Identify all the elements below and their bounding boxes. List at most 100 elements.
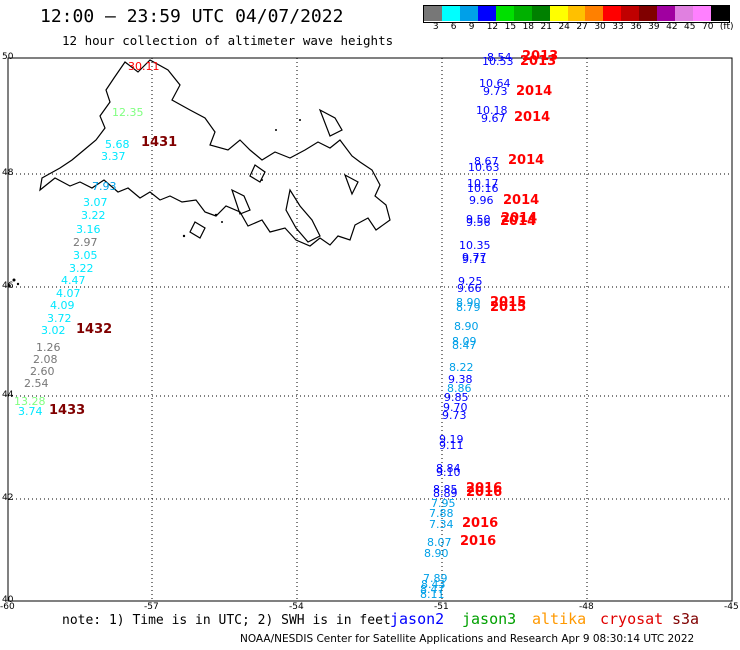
- legend-swatch: [585, 6, 604, 21]
- wave-height-label: 3.02: [41, 324, 66, 337]
- wave-height-label: 9.10: [436, 466, 461, 479]
- pass-number-label: 2016: [466, 485, 503, 500]
- wave-height-label: 5.68: [105, 138, 130, 151]
- wave-height-label: 10.63: [468, 161, 500, 174]
- legend-label: 30: [594, 22, 606, 32]
- wave-height-label: 7.95: [431, 497, 456, 510]
- wave-height-label: 2.60: [30, 365, 55, 378]
- pass-number-label: 2015: [490, 295, 527, 310]
- wave-height-label: 8.90: [456, 296, 481, 309]
- legend-label: 15: [504, 22, 517, 32]
- legend-swatch: [603, 6, 622, 21]
- pass-number-label: 2014: [503, 193, 540, 208]
- wave-height-label: 8.84: [436, 462, 461, 475]
- pass-number-label: 2016: [460, 534, 497, 549]
- lat-label: 46: [2, 281, 14, 291]
- wave-height-label: 9.25: [458, 275, 483, 288]
- wave-height-label: 10.16: [467, 182, 499, 195]
- lat-label: 42: [2, 493, 14, 503]
- wave-height-label: 9.73: [483, 85, 508, 98]
- wave-height-label: 10.18: [476, 104, 508, 117]
- legend-swatch: [513, 6, 532, 21]
- wave-height-label: 1.26: [36, 341, 61, 354]
- wave-height-label: 9.67: [481, 112, 506, 125]
- newfoundland-coastline: [39, 59, 391, 247]
- pass-number-label: 2013: [520, 54, 557, 69]
- pass-number-label: 1432: [76, 322, 113, 337]
- satellite-cryosat-label: cryosat: [600, 610, 664, 628]
- wave-height-label: 7.34: [429, 518, 454, 531]
- satellite-s3a-label: s3a: [672, 610, 700, 628]
- wave-height-label: 9.19: [439, 433, 464, 446]
- wave-height-label: 10.64: [479, 77, 511, 90]
- wave-height-label: 9.11: [439, 439, 464, 452]
- lat-label: 40: [2, 595, 14, 605]
- legend-label: 9: [468, 22, 475, 32]
- wave-height-label: 8.90: [454, 320, 479, 333]
- wave-height-label: 4.07: [56, 287, 81, 300]
- wave-height-label: 8.47: [452, 339, 477, 352]
- wave-height-label: 8.86: [447, 382, 472, 395]
- wave-height-label: 9.50: [466, 213, 491, 226]
- satellite-jason2-label: jason2: [390, 610, 445, 628]
- legend-swatch: [531, 6, 550, 21]
- lon-label: -60: [0, 602, 15, 612]
- wave-height-label: 10.17: [467, 177, 499, 190]
- legend-label: 18: [522, 22, 535, 32]
- legend-swatch: [495, 6, 514, 21]
- credit-text: NOAA/NESDIS Center for Satellite Applica…: [240, 633, 695, 645]
- wave-height-label: 9.85: [444, 391, 469, 404]
- wave-height-label: 8.07: [427, 536, 452, 549]
- wave-height-label: 10.53: [482, 55, 514, 68]
- wave-height-label: 9.96: [469, 194, 494, 207]
- wave-height-label: 8.47: [420, 583, 445, 596]
- note-text: note: 1) Time is in UTC; 2) SWH is in fe…: [62, 613, 391, 628]
- legend-swatch: [657, 6, 676, 21]
- wave-height-label: 8.79: [456, 301, 481, 314]
- wave-height-label: 4.09: [50, 299, 75, 312]
- page-title: 12:00 – 23:59 UTC 04/07/2022: [40, 6, 344, 27]
- legend-label: 39: [648, 22, 660, 32]
- legend-label: 21: [540, 22, 552, 32]
- pass-number-label: 2014: [514, 110, 551, 125]
- legend-swatch: [621, 6, 640, 21]
- legend-label: 27: [576, 22, 588, 32]
- legend-label: 33: [612, 22, 624, 32]
- wave-height-label: 8.85: [433, 483, 458, 496]
- satellite-jason3-label: jason3: [462, 610, 517, 628]
- lat-label: 44: [2, 390, 14, 400]
- pass-number-label: 1431: [141, 135, 178, 150]
- wave-height-label: 3.22: [81, 209, 106, 222]
- wave-height-label: 9.71: [462, 253, 487, 266]
- lon-label: -51: [434, 602, 449, 612]
- pass-number-label: 1433: [49, 403, 86, 418]
- legend-swatch: [477, 6, 496, 21]
- wave-height-label: 8.90: [424, 547, 449, 560]
- legend-label: (ft): [719, 22, 734, 32]
- wave-height-label: 3.05: [73, 249, 98, 262]
- legend-swatch: [567, 6, 586, 21]
- pass-number-label: 2016: [466, 481, 503, 496]
- wave-height-label: 7.88: [429, 507, 454, 520]
- legend-swatch: [424, 6, 442, 21]
- legend-label: 24: [558, 22, 570, 32]
- pass-number-label: 2014: [516, 84, 553, 99]
- legend-swatch: [441, 6, 460, 21]
- wave-height-label: 3.37: [101, 150, 126, 163]
- legend-swatch: [639, 6, 658, 21]
- lon-label: -57: [144, 602, 159, 612]
- legend-label: 3: [432, 22, 439, 32]
- wave-height-label: 4.47: [61, 274, 86, 287]
- wave-height-label: 8.54: [487, 51, 512, 64]
- pass-number-label: 2014: [501, 211, 538, 226]
- wave-height-label: 3.07: [83, 196, 108, 209]
- wave-height-label: 8.89: [433, 487, 458, 500]
- lon-label: -45: [724, 602, 739, 612]
- legend-swatch: [459, 6, 478, 21]
- legend-swatch: [675, 6, 694, 21]
- legend-label: 42: [666, 22, 678, 32]
- wave-height-label: 3.74: [18, 405, 43, 418]
- wave-height-label: 8.67: [474, 155, 499, 168]
- wave-height-label: 3.16: [76, 223, 101, 236]
